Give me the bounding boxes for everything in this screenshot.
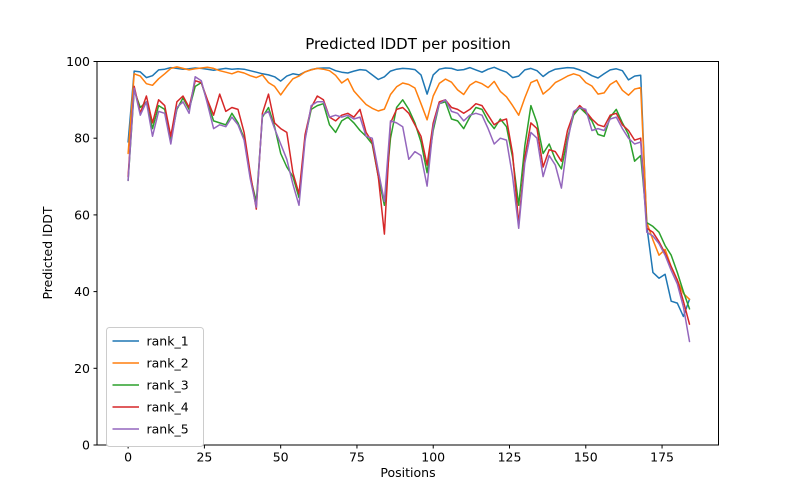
x-tick-label: 75 (349, 450, 365, 465)
y-tick-label: 20 (74, 361, 90, 376)
legend-item-rank_3: rank_3 (112, 378, 189, 393)
y-tick-label: 40 (74, 284, 90, 299)
x-tick-label: 0 (124, 450, 132, 465)
legend-box (106, 327, 204, 447)
y-axis-label: Predicted lDDT (40, 206, 55, 299)
legend-label: rank_1 (147, 334, 189, 349)
x-tick-label: 125 (498, 450, 522, 465)
legend-label: rank_5 (147, 422, 189, 437)
x-tick-label: 100 (421, 450, 445, 465)
y-tick-label: 0 (82, 438, 90, 453)
x-tick-label: 175 (650, 450, 674, 465)
x-tick-label: 150 (574, 450, 598, 465)
y-tick-label: 60 (74, 207, 90, 222)
plot-frame (96, 61, 719, 446)
x-axis-label: Positions (380, 465, 435, 480)
legend: rank_1 rank_2 rank_3 rank_4 rank_5 (106, 327, 204, 447)
legend-item-rank_5: rank_5 (112, 422, 189, 437)
series-rank_2-line (127, 66, 691, 301)
legend-item-rank_1: rank_1 (112, 334, 189, 349)
legend-label: rank_2 (147, 356, 189, 371)
series-rank_3-line (127, 81, 691, 310)
chart-title: Predicted lDDT per position (305, 35, 510, 53)
axes-group: 0 25 50 75 100 125 150 175 0 20 40 60 80 100 (66, 54, 719, 465)
x-tick-label: 25 (196, 450, 212, 465)
legend-label: rank_4 (147, 400, 189, 415)
y-tick-label: 80 (74, 131, 90, 146)
series-rank_4-line (127, 79, 691, 325)
series-group (127, 66, 691, 343)
series-rank_5-line (127, 76, 691, 343)
legend-item-rank_4: rank_4 (112, 400, 189, 415)
legend-label: rank_3 (147, 378, 189, 393)
y-tick-label: 100 (66, 54, 90, 69)
x-tick-label: 50 (273, 450, 289, 465)
series-rank_1-line (127, 66, 691, 318)
legend-item-rank_2: rank_2 (112, 356, 189, 371)
